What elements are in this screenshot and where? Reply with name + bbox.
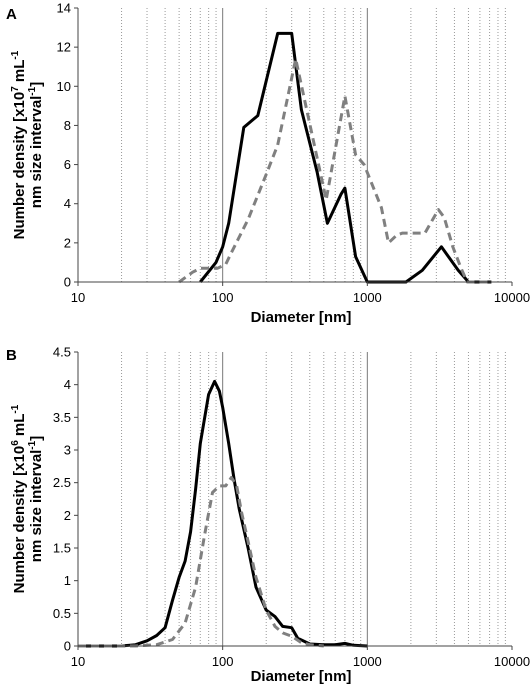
panel-a-label: A	[6, 6, 17, 23]
y-tick-label: 2	[64, 508, 71, 523]
x-tick-label: 1000	[353, 290, 382, 305]
x-tick-label: 10	[71, 654, 85, 669]
y-tick-label: 1.5	[53, 541, 71, 556]
panel-a-x-ticks: 10 100 1000 10000	[71, 282, 530, 305]
x-tick-label: 100	[212, 290, 234, 305]
y-tick-label: 6	[64, 157, 71, 172]
panel-b-x-ticks: 10 100 1000 10000	[71, 646, 530, 669]
panel-a-grid	[121, 8, 506, 282]
y-axis-title-line1: Number density [x107 mL-1	[10, 50, 28, 239]
y-tick-label: 1	[64, 573, 71, 588]
y-tick-label: 2.5	[53, 475, 71, 490]
y-axis-title-line2: nm size interval-1]	[27, 436, 45, 562]
x-tick-label: 100	[212, 654, 234, 669]
panel-a: A 0 2 4 6 8 10 12 14 10 100 1000 10000 Diameter [n…	[6, 1, 530, 327]
y-tick-label: 4.5	[53, 345, 71, 360]
panel-b-x-axis-title: Diameter [nm]	[251, 668, 352, 685]
x-tick-label: 10000	[494, 654, 530, 669]
panel-b: B 0 0.5 1 1.5 2 2.5 3 3.5 4 4.5 10 100 1000 10000 Di…	[6, 345, 530, 686]
y-tick-label: 12	[57, 40, 71, 55]
solid-series-line	[199, 31, 492, 284]
y-tick-label: 0	[64, 275, 71, 290]
y-tick-label: 14	[57, 1, 71, 16]
y-tick-label: 4	[64, 377, 71, 392]
x-tick-label: 1000	[353, 654, 382, 669]
panel-b-axes	[77, 352, 512, 647]
y-tick-label: 0.5	[53, 606, 71, 621]
panel-b-grid	[121, 352, 506, 646]
x-tick-label: 10	[71, 290, 85, 305]
panel-b-y-ticks: 0 0.5 1 1.5 2 2.5 3 3.5 4 4.5	[53, 345, 78, 654]
y-tick-label: 3.5	[53, 410, 71, 425]
panel-b-y-axis-title: Number density [x106 mL-1nm size interva…	[10, 404, 45, 593]
panel-a-series	[178, 31, 492, 284]
panel-b-label: B	[6, 347, 17, 364]
panel-a-x-axis-title: Diameter [nm]	[251, 309, 352, 326]
panel-a-y-axis-title: Number density [x107 mL-1nm size interva…	[10, 50, 45, 239]
y-tick-label: 3	[64, 443, 71, 458]
y-tick-label: 2	[64, 235, 71, 250]
y-tick-label: 0	[64, 639, 71, 654]
panel-a-y-ticks: 0 2 4 6 8 10 12 14	[57, 1, 78, 290]
panel-b-series	[78, 379, 368, 648]
x-tick-label: 10000	[494, 290, 530, 305]
y-axis-title-line1: Number density [x106 mL-1	[10, 404, 28, 593]
y-axis-title-line2: nm size interval-1]	[27, 82, 45, 208]
y-tick-label: 4	[64, 196, 71, 211]
dashed-series-line	[78, 475, 324, 648]
dashed-series-line	[178, 57, 492, 284]
y-tick-label: 10	[57, 79, 71, 94]
panel-a-axes	[77, 8, 512, 283]
y-tick-label: 8	[64, 118, 71, 133]
